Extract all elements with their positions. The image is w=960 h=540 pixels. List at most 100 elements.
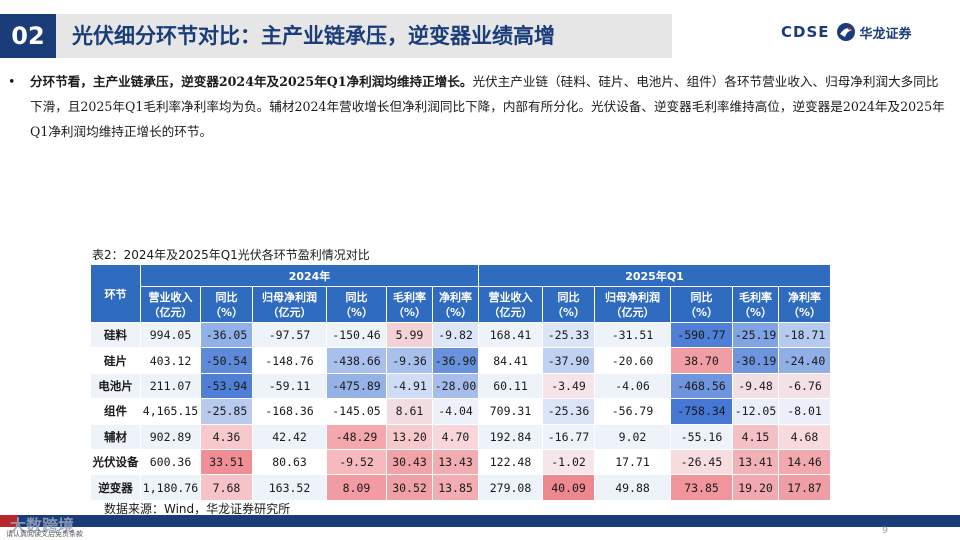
profit-comparison-table: 环节 2024年 2025年Q1 营业收入 （亿元） 同比 （%） 归母净利润 （亿… xyxy=(90,264,832,501)
table-cell: -4.04 xyxy=(432,398,479,425)
table-cell: -168.36 xyxy=(252,398,327,425)
table-cell: -25.36 xyxy=(542,398,595,425)
table-cell: -31.51 xyxy=(594,321,671,349)
table-cell: 17.71 xyxy=(594,448,671,476)
table-cell: 211.07 xyxy=(140,372,201,400)
table-cell: -145.05 xyxy=(326,398,387,425)
table-cell: -4.91 xyxy=(386,372,433,400)
table-row: 组件 4,165.15 -25.85 -168.36 -145.05 8.61 -4.04 7… xyxy=(90,398,832,425)
column-header: 同比 （%） xyxy=(200,286,253,323)
table-cell: -468.56 xyxy=(670,372,733,400)
summary-body: 光伏主产业链（硅料、硅片、电池片、组件）各环节营业收入、归母净利润大多同比下滑，… xyxy=(30,74,945,139)
table-cell: -16.77 xyxy=(542,423,595,450)
table-cell: -4.06 xyxy=(594,372,671,400)
table-cell: 600.36 xyxy=(140,448,201,476)
data-source: 数据来源：Wind，华龙证券研究所 xyxy=(104,502,291,516)
table-cell: 13.85 xyxy=(432,474,479,501)
table-cell: 709.31 xyxy=(478,398,543,425)
row-header-cell: 环节 xyxy=(90,264,141,323)
table-cell: -37.90 xyxy=(542,347,595,374)
table-cell: -475.89 xyxy=(326,372,387,400)
table-cell: -20.60 xyxy=(594,347,671,374)
table-cell: -97.57 xyxy=(252,321,327,349)
bullet-dot-icon: • xyxy=(8,74,16,89)
table-cell: 4,165.15 xyxy=(140,398,201,425)
table-cell: 192.84 xyxy=(478,423,543,450)
table-cell: 19.20 xyxy=(732,474,779,501)
row-label: 硅片 xyxy=(90,347,141,374)
table-cell: -6.76 xyxy=(777,372,832,400)
disclaimer-note: 请认真阅读文后免责条款 xyxy=(6,530,83,538)
table-cell: 4.70 xyxy=(432,423,479,450)
footer-bar xyxy=(0,515,960,527)
table-cell: 84.41 xyxy=(478,347,543,374)
table-cell: -150.46 xyxy=(326,321,387,349)
table-cell: 5.99 xyxy=(386,321,433,349)
table-cell: 902.89 xyxy=(140,423,201,450)
table-cell: -438.66 xyxy=(326,347,387,374)
page-number: 9 xyxy=(882,526,888,536)
column-header: 归母净利润 （亿元） xyxy=(252,286,327,323)
table-cell: -56.79 xyxy=(594,398,671,425)
column-header: 同比 （%） xyxy=(670,286,733,323)
table-cell: 17.87 xyxy=(777,474,832,501)
column-header: 毛利率 （%） xyxy=(386,286,433,323)
summary-bullet: • 分环节看，主产业链承压，逆变器2024年及2025年Q1净利润均维持正增长。… xyxy=(8,69,948,144)
table-row: 光伏设备 600.36 33.51 80.63 -9.52 30.43 13.43 122.4… xyxy=(90,448,832,476)
table-cell: 1,180.76 xyxy=(140,474,201,501)
table-cell: 40.09 xyxy=(542,474,595,501)
table-cell: 33.51 xyxy=(200,448,253,476)
row-label: 光伏设备 xyxy=(90,448,141,476)
summary-paragraph: 分环节看，主产业链承压，逆变器2024年及2025年Q1净利润均维持正增长。光伏… xyxy=(30,69,948,144)
table-cell: 403.12 xyxy=(140,347,201,374)
table-cell: -18.71 xyxy=(777,321,832,349)
table-row: 逆变器 1,180.76 7.68 163.52 8.09 30.52 13.85 279.0… xyxy=(90,474,832,501)
table-cell: -1.02 xyxy=(542,448,595,476)
table-cell: -48.29 xyxy=(326,423,387,450)
watermark: 大数跨境 xyxy=(10,516,75,535)
table-cell: 8.61 xyxy=(386,398,433,425)
title-bar: 02 光伏细分环节对比：主产业链承压，逆变器业绩高增 xyxy=(0,14,672,58)
logo-english: CDSE xyxy=(781,23,830,41)
table-row: 辅材 902.89 4.36 42.42 -48.29 13.20 4.70 192.84 -1… xyxy=(90,423,832,450)
table-cell: 49.88 xyxy=(594,474,671,501)
table-cell: -30.19 xyxy=(732,347,779,374)
group-header-2024: 2024年 xyxy=(140,264,479,287)
table-cell: 4.36 xyxy=(200,423,253,450)
table-cell: 4.68 xyxy=(777,423,832,450)
table-cell: -9.52 xyxy=(326,448,387,476)
table-cell: -53.94 xyxy=(200,372,253,400)
table-caption: 表2：2024年及2025年Q1光伏各环节盈利情况对比 xyxy=(92,248,370,262)
table-row: 电池片 211.07 -53.94 -59.11 -475.89 -4.91 -28.00 6… xyxy=(90,372,832,400)
table-cell: -3.49 xyxy=(542,372,595,400)
row-label: 辅材 xyxy=(90,423,141,450)
table-cell: -590.77 xyxy=(670,321,733,349)
column-header: 同比 （%） xyxy=(542,286,595,323)
row-label: 电池片 xyxy=(90,372,141,400)
table-row: 硅片 403.12 -50.54 -148.76 -438.66 -9.36 -36.90 8… xyxy=(90,347,832,374)
column-header: 净利率 （%） xyxy=(777,286,832,323)
footer-accent xyxy=(0,515,18,527)
table-cell: 38.70 xyxy=(670,347,733,374)
table-cell: -8.01 xyxy=(777,398,832,425)
table-cell: 163.52 xyxy=(252,474,327,501)
table-cell: -758.34 xyxy=(670,398,733,425)
table-cell: -25.19 xyxy=(732,321,779,349)
table-cell: -9.82 xyxy=(432,321,479,349)
table-cell: -50.54 xyxy=(200,347,253,374)
table-cell: -9.36 xyxy=(386,347,433,374)
page-title: 光伏细分环节对比：主产业链承压，逆变器业绩高增 xyxy=(72,24,555,48)
table-cell: -25.33 xyxy=(542,321,595,349)
table-cell: -26.45 xyxy=(670,448,733,476)
table-cell: 13.43 xyxy=(432,448,479,476)
column-header: 营业收入 （亿元） xyxy=(140,286,201,323)
table-cell: 9.02 xyxy=(594,423,671,450)
table-cell: 13.20 xyxy=(386,423,433,450)
table-cell: 168.41 xyxy=(478,321,543,349)
column-header: 同比 （%） xyxy=(326,286,387,323)
table-cell: 14.46 xyxy=(777,448,832,476)
table-cell: 8.09 xyxy=(326,474,387,501)
table-cell: -9.48 xyxy=(732,372,779,400)
table-cell: 994.05 xyxy=(140,321,201,349)
row-label: 组件 xyxy=(90,398,141,425)
